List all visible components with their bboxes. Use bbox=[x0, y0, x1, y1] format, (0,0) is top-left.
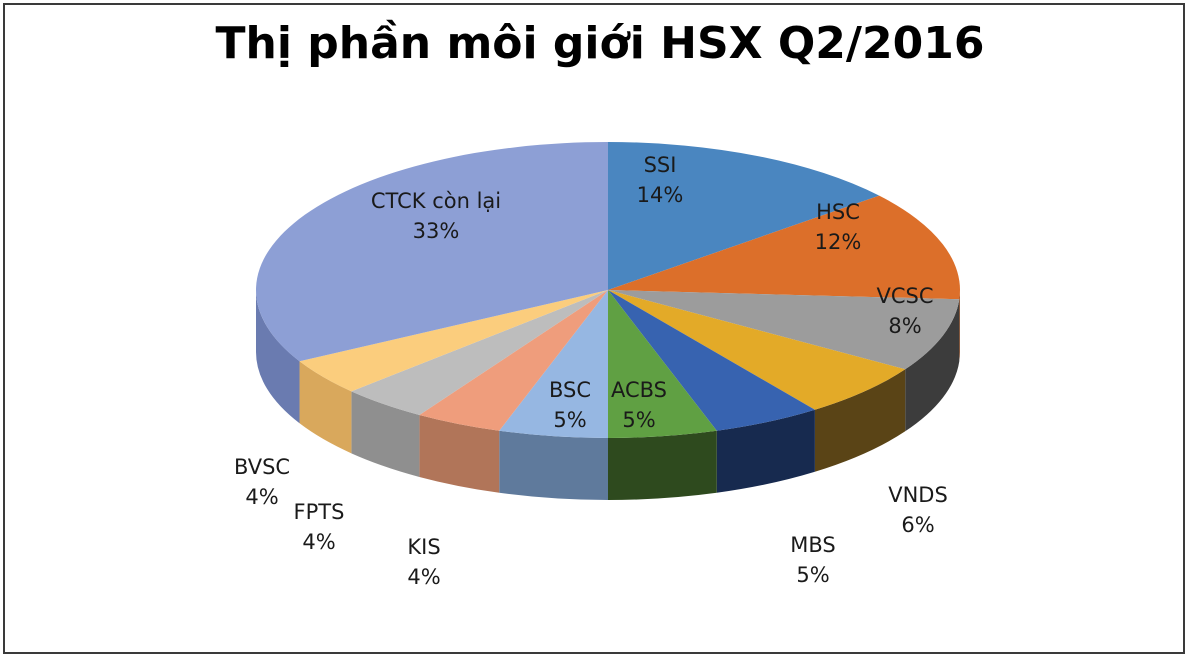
slice-kis bbox=[419, 290, 608, 431]
slice-label-name: ACBS bbox=[610, 378, 668, 402]
slice-acbs bbox=[608, 290, 717, 438]
slice-label-name: BSC bbox=[548, 378, 592, 402]
slice-label: MBS 5% bbox=[790, 530, 836, 590]
slice-mbs bbox=[608, 290, 815, 431]
slice-ctck-còn-lại bbox=[256, 142, 608, 362]
slice-label-value: 4% bbox=[302, 530, 336, 554]
slice-label: FPTS 4% bbox=[294, 497, 345, 557]
slice-vnds bbox=[608, 290, 906, 410]
slice-bvsc bbox=[299, 290, 608, 392]
slice-label: ACBS 5% bbox=[611, 375, 667, 435]
slice-label-name: MBS bbox=[790, 533, 836, 557]
pie-sides bbox=[256, 290, 960, 500]
slice-label-name: BVSC bbox=[233, 455, 291, 479]
slice-side-fpts bbox=[351, 391, 420, 477]
chart-title: Thị phần môi giới HSX Q2/2016 bbox=[215, 18, 985, 69]
slice-label-name: CTCK còn lại bbox=[370, 189, 502, 213]
slice-side-hsc bbox=[959, 290, 960, 362]
slice-label: CTCK còn lại 33% bbox=[371, 186, 501, 246]
slice-side-acbs bbox=[608, 430, 717, 500]
slice-bsc bbox=[499, 290, 608, 438]
slice-side-bvsc bbox=[299, 361, 352, 454]
slice-vcsc bbox=[608, 290, 960, 370]
slice-label-name: VNDS bbox=[888, 483, 948, 507]
slice-label-value: 14% bbox=[636, 183, 684, 207]
pie-top-slices bbox=[256, 142, 960, 438]
slice-label: KIS 4% bbox=[407, 532, 440, 592]
slice-label: SSI 14% bbox=[637, 150, 684, 210]
slice-label: HSC 12% bbox=[815, 197, 862, 257]
slice-label-value: 4% bbox=[407, 565, 441, 589]
slice-label-value: 6% bbox=[901, 513, 935, 537]
slice-label: BSC 5% bbox=[549, 375, 591, 435]
slice-label: VCSC 8% bbox=[876, 281, 933, 341]
slice-side-ctck-còn-lại bbox=[256, 290, 300, 424]
slice-side-mbs bbox=[716, 409, 815, 493]
slice-label-name: KIS bbox=[407, 535, 441, 559]
slice-label-value: 33% bbox=[412, 219, 460, 243]
slice-label-value: 12% bbox=[814, 230, 862, 254]
slice-label: VNDS 6% bbox=[888, 480, 948, 540]
slice-label-value: 8% bbox=[888, 314, 922, 338]
slice-label-name: SSI bbox=[643, 153, 677, 177]
slice-label-name: FPTS bbox=[293, 500, 345, 524]
slice-hsc bbox=[608, 195, 960, 300]
slice-ssi bbox=[608, 142, 880, 290]
slice-side-vnds bbox=[814, 369, 906, 472]
slice-side-kis bbox=[419, 414, 500, 493]
slice-label-value: 5% bbox=[796, 563, 830, 587]
slice-label-name: HSC bbox=[816, 200, 860, 224]
slice-label-value: 5% bbox=[622, 408, 656, 432]
slice-label-value: 4% bbox=[245, 485, 279, 509]
slice-label-value: 5% bbox=[553, 408, 587, 432]
slice-side-vcsc bbox=[905, 299, 960, 432]
slice-label: BVSC 4% bbox=[234, 452, 290, 512]
slice-fpts bbox=[351, 290, 608, 415]
slice-label-name: VCSC bbox=[876, 284, 934, 308]
slice-side-bsc bbox=[499, 430, 608, 500]
